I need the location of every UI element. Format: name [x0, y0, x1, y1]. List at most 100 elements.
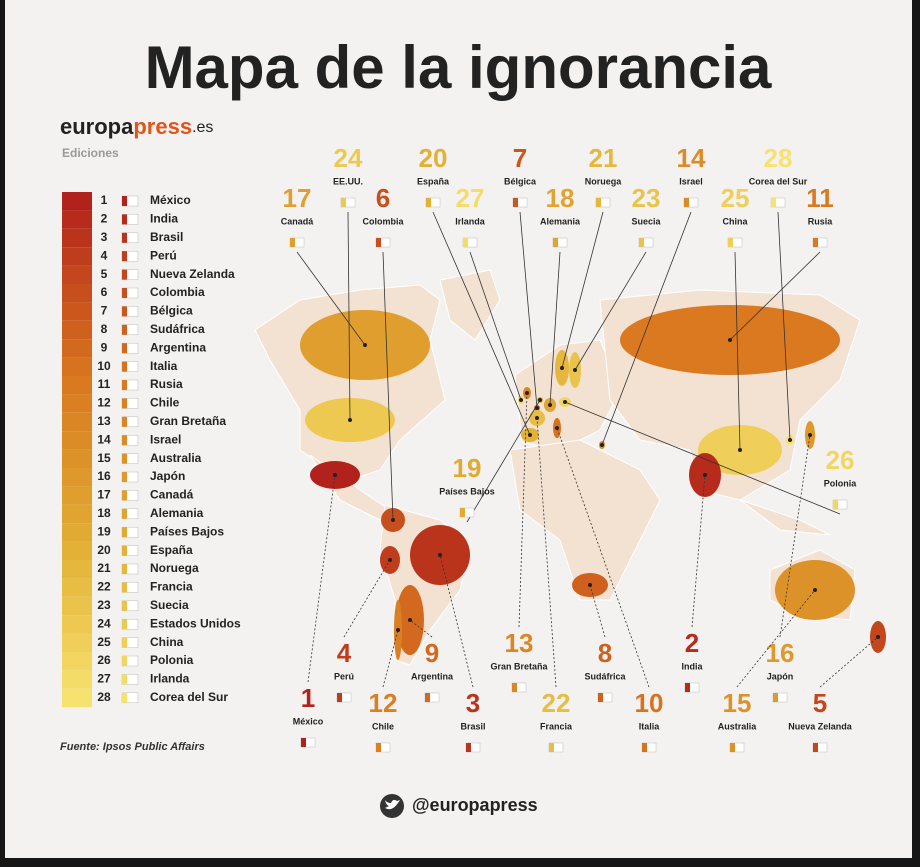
legend-country: España: [150, 543, 193, 557]
leader-line: [409, 619, 433, 638]
legend-country: Estados Unidos: [150, 616, 241, 630]
map-flag-band: [642, 743, 647, 752]
map-rank: 10: [635, 688, 664, 718]
map-rank: 17: [283, 183, 312, 213]
leader-line: [343, 559, 391, 638]
map-country: Canadá: [281, 216, 315, 226]
map-flag-band: [463, 238, 468, 247]
map-country: Sudáfrica: [584, 671, 626, 681]
legend-country: Argentina: [150, 340, 206, 354]
source: Fuente: Ipsos Public Affairs: [60, 741, 205, 753]
legend-rank: 3: [101, 230, 108, 244]
leader-line: [307, 474, 336, 683]
leader-dot: [396, 628, 400, 632]
legend-rank: 27: [97, 672, 111, 686]
legend-swatch: [62, 596, 92, 616]
legend-rank: 16: [97, 469, 111, 483]
map-rank: 4: [337, 638, 352, 668]
map-rank: 26: [826, 445, 855, 475]
leader-dot: [555, 426, 559, 430]
map-rank: 23: [632, 183, 661, 213]
legend-flag-band: [122, 416, 127, 427]
legend-country: China: [150, 635, 184, 649]
legend-flag-band: [122, 361, 127, 372]
map-rank: 25: [721, 183, 750, 213]
map-country: China: [722, 216, 748, 226]
brand-part: europa: [60, 114, 134, 139]
leader-line: [466, 399, 541, 523]
leader-dot: [876, 635, 880, 639]
legend: 1 México 2 India 3 Brasil 4 Perú 5 Nueva Zelanda 6…: [62, 192, 241, 708]
map-rank: 6: [376, 183, 390, 213]
map-rank: 22: [542, 688, 571, 718]
legend-rank: 24: [97, 616, 111, 630]
leader-dot: [333, 473, 337, 477]
map-flag-band: [426, 198, 431, 207]
legend-country: México: [150, 193, 191, 207]
legend-flag-band: [122, 269, 127, 280]
map-country: EE.UU.: [333, 176, 363, 186]
legend-flag-band: [122, 251, 127, 262]
title: Mapa de la ignorancia: [145, 34, 772, 101]
map-flag-band: [376, 238, 381, 247]
legend-swatch: [62, 228, 92, 248]
legend-rank: 14: [97, 432, 111, 446]
leader-dot: [438, 553, 442, 557]
legend-flag-band: [122, 324, 127, 335]
legend-country: Canadá: [150, 488, 194, 502]
leader-dot: [738, 448, 742, 452]
legend-rank: 21: [97, 561, 111, 575]
legend-rank: 2: [101, 212, 108, 226]
map-rank: 14: [677, 143, 706, 173]
map-flag-band: [773, 693, 778, 702]
legend-flag-band: [122, 306, 127, 317]
legend-swatch: [62, 578, 92, 597]
legend-rank: 28: [97, 690, 111, 704]
map-flag-band: [301, 738, 306, 747]
map-country: Rusia: [808, 216, 834, 226]
legend-flag-band: [122, 564, 127, 574]
map-rank: 1: [301, 683, 315, 713]
legend-flag-band: [122, 490, 127, 501]
map-rank: 5: [813, 688, 827, 718]
map-flag-band: [684, 198, 689, 207]
legend-rank: 18: [97, 506, 111, 520]
map-flag-band: [512, 683, 517, 692]
legend-country: Gran Bretaña: [150, 414, 226, 428]
leader-dot: [703, 473, 707, 477]
legend-flag-band: [122, 380, 127, 390]
leader-dot: [548, 403, 552, 407]
map-country: Italia: [639, 721, 661, 731]
leader-line: [439, 554, 474, 688]
legend-flag-band: [122, 435, 127, 446]
africa: [509, 439, 661, 601]
map-flag-band: [598, 693, 603, 702]
map-country: Chile: [372, 721, 394, 731]
legend-rank: 17: [97, 488, 111, 502]
legend-rank: 23: [97, 598, 111, 612]
legend-flag-band: [122, 453, 127, 464]
legend-flag-band: [122, 288, 127, 298]
legend-country: Francia: [150, 580, 193, 594]
legend-swatch: [62, 652, 92, 671]
legend-swatch: [62, 284, 92, 303]
legend-rank: 5: [101, 267, 108, 281]
legend-swatch: [62, 523, 92, 542]
map-flag-band: [728, 238, 733, 247]
map-rank: 7: [513, 143, 527, 173]
map-rank: 28: [764, 143, 793, 173]
leader-dot: [538, 398, 542, 402]
leader-dot: [808, 433, 812, 437]
legend-flag-band: [122, 472, 127, 482]
leader-line: [561, 211, 604, 369]
legend-country: Suecia: [150, 598, 189, 612]
leader-dot: [788, 438, 792, 442]
legend-flag-band: [122, 637, 127, 648]
twitter-handle: @europapress: [412, 795, 538, 815]
leader-line: [469, 251, 522, 401]
legend-flag-band: [122, 656, 127, 666]
leader-dot: [588, 583, 592, 587]
legend-flag-band: [122, 508, 127, 519]
map-flag-band: [685, 683, 690, 692]
